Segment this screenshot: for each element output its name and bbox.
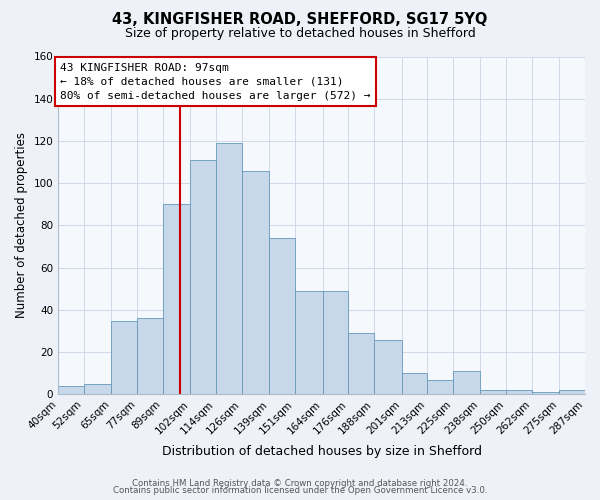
Bar xyxy=(112,320,137,394)
Bar xyxy=(295,291,323,395)
Bar xyxy=(323,291,348,395)
Bar xyxy=(58,386,84,394)
Y-axis label: Number of detached properties: Number of detached properties xyxy=(15,132,28,318)
Bar xyxy=(137,318,163,394)
Bar xyxy=(190,160,216,394)
Text: Contains public sector information licensed under the Open Government Licence v3: Contains public sector information licen… xyxy=(113,486,487,495)
Text: 43, KINGFISHER ROAD, SHEFFORD, SG17 5YQ: 43, KINGFISHER ROAD, SHEFFORD, SG17 5YQ xyxy=(112,12,488,28)
Bar xyxy=(269,238,295,394)
Bar xyxy=(84,384,112,394)
Bar xyxy=(163,204,190,394)
X-axis label: Distribution of detached houses by size in Shefford: Distribution of detached houses by size … xyxy=(161,444,482,458)
Text: 43 KINGFISHER ROAD: 97sqm
← 18% of detached houses are smaller (131)
80% of semi: 43 KINGFISHER ROAD: 97sqm ← 18% of detac… xyxy=(60,63,371,101)
Bar xyxy=(427,380,453,394)
Bar xyxy=(401,374,427,394)
Bar xyxy=(559,390,585,394)
Bar xyxy=(374,340,401,394)
Bar xyxy=(242,170,269,394)
Bar xyxy=(348,333,374,394)
Text: Contains HM Land Registry data © Crown copyright and database right 2024.: Contains HM Land Registry data © Crown c… xyxy=(132,478,468,488)
Text: Size of property relative to detached houses in Shefford: Size of property relative to detached ho… xyxy=(125,28,475,40)
Bar xyxy=(532,392,559,394)
Bar xyxy=(453,371,481,394)
Bar xyxy=(481,390,506,394)
Bar xyxy=(506,390,532,394)
Bar xyxy=(216,143,242,395)
